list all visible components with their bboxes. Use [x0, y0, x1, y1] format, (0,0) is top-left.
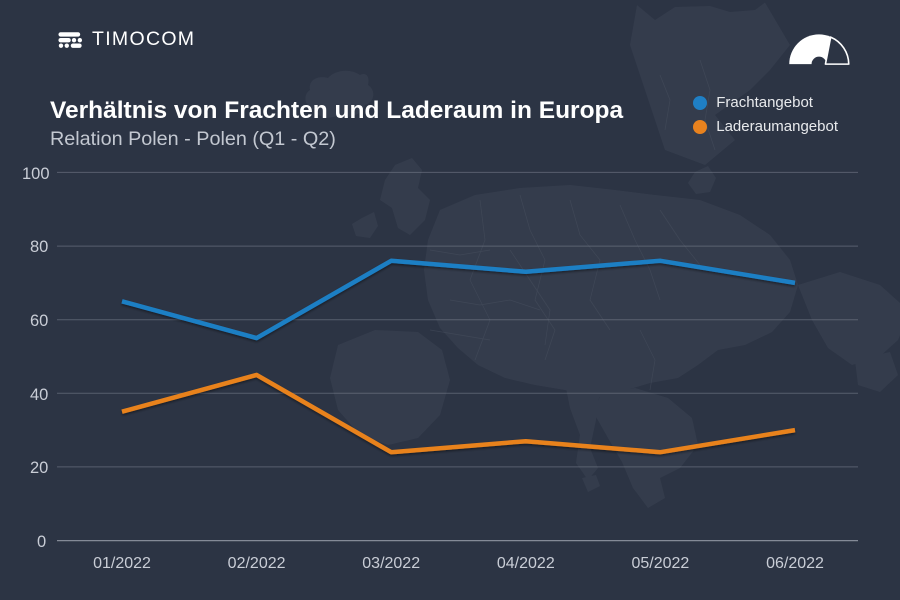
svg-text:0: 0 — [37, 533, 46, 551]
svg-text:03/2022: 03/2022 — [362, 555, 420, 572]
svg-text:40: 40 — [30, 386, 48, 404]
svg-text:02/2022: 02/2022 — [228, 555, 286, 572]
svg-text:100: 100 — [22, 165, 50, 183]
svg-text:20: 20 — [30, 459, 48, 477]
svg-text:06/2022: 06/2022 — [766, 555, 824, 572]
svg-text:04/2022: 04/2022 — [497, 555, 555, 572]
svg-text:01/2022: 01/2022 — [93, 555, 151, 572]
svg-text:80: 80 — [30, 238, 48, 256]
svg-text:60: 60 — [30, 312, 48, 330]
svg-text:05/2022: 05/2022 — [631, 555, 689, 572]
